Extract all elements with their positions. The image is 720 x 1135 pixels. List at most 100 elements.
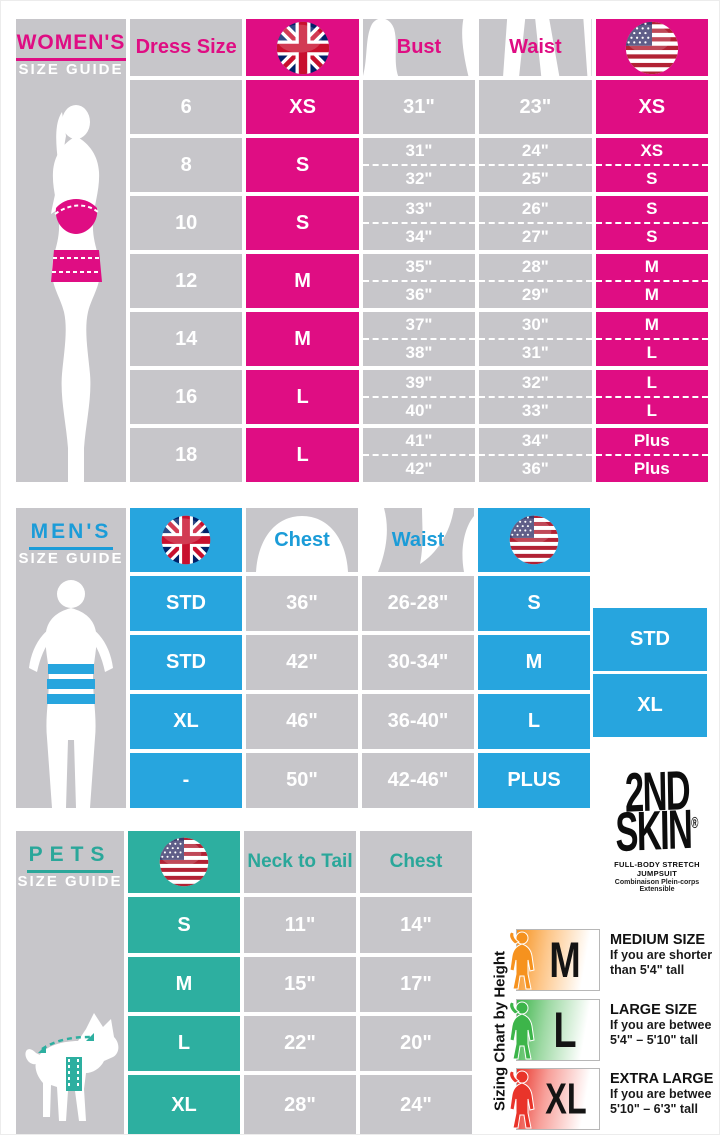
chest-cell: 24" (360, 1075, 472, 1134)
brand-tagline-fr: Combinaison Plein-corps Extensible (614, 879, 700, 894)
uk-flag-icon (276, 21, 329, 74)
chest-cell: 20" (360, 1016, 472, 1071)
uk-size-cell: L (246, 370, 359, 424)
dress-size-cell: 18 (130, 428, 243, 482)
mens-side-label-xl: XL (593, 674, 707, 737)
us-flag-icon (159, 837, 209, 887)
chest-cell: 36" (246, 576, 358, 631)
womens-col-us (595, 19, 708, 76)
bust-cell: 31" 32" (362, 138, 476, 192)
uk-size-cell: M (246, 254, 359, 308)
bust-cell: 37" 38" (362, 312, 476, 366)
pet-size-cell: S (128, 897, 240, 953)
medium-size-line1: If you are shorter (610, 948, 713, 962)
womens-col-waist: Waist (479, 19, 592, 76)
waist-cell: 34" 36" (479, 428, 592, 482)
bust-cell: 41" 42" (362, 428, 476, 482)
shoulders-silhouette-fragment (256, 516, 348, 572)
uk-size-cell: STD (130, 576, 242, 631)
mens-col-chest: Chest (246, 508, 358, 572)
waist-cell: 28" 29" (479, 254, 592, 308)
mens-title: MEN'S (28, 520, 114, 550)
chest-cell: 42" (246, 635, 358, 690)
chest-cell: 46" (246, 694, 358, 749)
large-size-line1: If you are betwee (610, 1018, 712, 1032)
legs-silhouette-fragment (503, 19, 592, 76)
pet-size-cell: L (128, 1016, 240, 1071)
chest-cell: 14" (360, 897, 472, 953)
us-flag-icon (625, 21, 678, 74)
dress-size-cell: 8 (130, 138, 243, 192)
large-size-title: LARGE SIZE (610, 1002, 698, 1018)
us-size-cell: L (478, 694, 590, 749)
womens-title: WOMEN'S (16, 31, 126, 61)
womens-col-dress-size: Dress Size (130, 19, 243, 76)
waist-cell: 42-46" (362, 753, 474, 808)
xlarge-size-box: XL (516, 1068, 600, 1130)
pets-subtitle: SIZE GUIDE (17, 873, 123, 890)
medium-size-title: MEDIUM SIZE (610, 932, 706, 948)
dress-size-cell: 14 (130, 312, 243, 366)
us-size-cell: S (478, 576, 590, 631)
dress-size-cell: 6 (130, 80, 243, 134)
bust-cell: 35" 36" (362, 254, 476, 308)
medium-letter: M (548, 931, 581, 988)
waist-cell: 26-28" (362, 576, 474, 631)
waist-cell: 23" (479, 80, 592, 134)
uk-flag-icon (161, 515, 211, 565)
pets-title-cell: PETS SIZE GUIDE (16, 831, 124, 1134)
brand-logo: 2ND SKIN® Full-Body Stretch Jumpsuit Com… (598, 759, 716, 894)
us-size-cell: PLUS (478, 753, 590, 808)
pet-size-cell: M (128, 957, 240, 1012)
dog-silhouette (25, 1013, 119, 1121)
mens-size-guide-table: MEN'S SIZE GUIDE (16, 508, 590, 808)
womens-subtitle: SIZE GUIDE (18, 61, 124, 78)
womens-title-cell: WOMEN'S SIZE GUIDE (16, 19, 126, 482)
us-size-cell: M (478, 635, 590, 690)
pet-size-cell: XL (128, 1075, 240, 1134)
bust-cell: 33" 34" (362, 196, 476, 250)
uk-size-cell: S (246, 138, 359, 192)
uk-size-cell: S (246, 196, 359, 250)
woman-silhouette (51, 105, 102, 482)
uk-size-cell: M (246, 312, 359, 366)
dress-size-cell: 10 (130, 196, 243, 250)
neck-to-tail-cell: 15" (244, 957, 356, 1012)
mens-col-us (478, 508, 590, 572)
pets-col-neck-to-tail: Neck to Tail (244, 831, 356, 893)
mens-subtitle: SIZE GUIDE (18, 550, 124, 567)
mens-col-waist: Waist (362, 508, 474, 572)
height-sizing-chart: Sizing Chart by Height M MEDIUM SIZE If … (488, 927, 719, 1134)
pets-title: PETS (26, 843, 114, 873)
womens-size-guide-table: WOMEN'S SIZE GUIDE Dress Size (16, 19, 708, 482)
us-size-cell: XS (595, 80, 708, 134)
xlarge-size-line2: 5'10" – 6'3" tall (610, 1102, 698, 1117)
uk-size-cell: L (246, 428, 359, 482)
height-chart-entry-medium: M MEDIUM SIZE If you are shorter than 5'… (509, 927, 719, 993)
xlarge-size-line1: If you are betwee (610, 1087, 712, 1101)
height-chart-entry-large: L LARGE SIZE If you are betwee 5'4" – 5'… (509, 997, 719, 1063)
height-chart-entry-xlarge: XL EXTRA LARGE If you are betwee 5'10" –… (509, 1066, 719, 1132)
waist-cell: 36-40" (362, 694, 474, 749)
pets-col-us (128, 831, 240, 893)
neck-to-tail-cell: 11" (244, 897, 356, 953)
us-size-cell: Plus Plus (595, 428, 708, 482)
uk-size-cell: XS (246, 80, 359, 134)
mens-col-uk (130, 508, 242, 572)
uk-size-cell: STD (130, 635, 242, 690)
bust-cell: 39" 40" (362, 370, 476, 424)
registered-mark: ® (690, 812, 699, 832)
pets-size-guide-table: PETS SIZE GUIDE (16, 831, 472, 1134)
neck-to-tail-cell: 22" (244, 1016, 356, 1071)
waist-cell: 30-34" (362, 635, 474, 690)
womens-col-uk (246, 19, 359, 76)
chest-cell: 50" (246, 753, 358, 808)
brand-logo-line2: SKIN® (614, 797, 699, 863)
person-silhouette-medium (509, 931, 535, 990)
xlarge-size-title: EXTRA LARGE (610, 1071, 714, 1087)
